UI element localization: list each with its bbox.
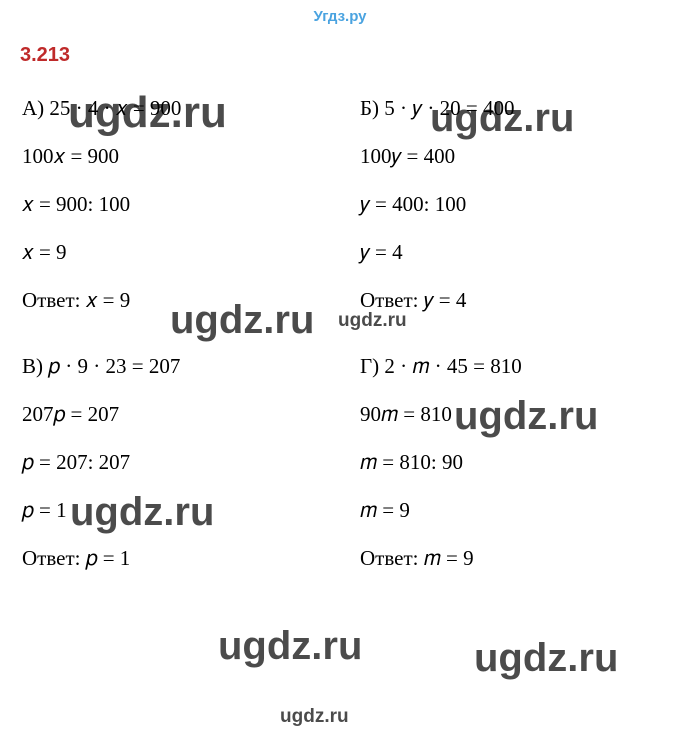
watermark-text: ugdz.ru (474, 636, 618, 681)
column-gap (22, 324, 332, 342)
column-gap (360, 324, 670, 342)
eq-a-step2: 𝑥 = 900: 100 (22, 180, 332, 228)
eq-b-label: Б) 5 · 𝑦 · 20 = 400 (360, 84, 670, 132)
eq-a-answer: Ответ: 𝑥 = 9 (22, 276, 332, 324)
eq-a-step1: 100𝑥 = 900 (22, 132, 332, 180)
eq-g-step3: 𝑚 = 9 (360, 486, 670, 534)
problem-number: 3.213 (20, 44, 70, 67)
eq-g-step2: 𝑚 = 810: 90 (360, 438, 670, 486)
page-header: Угдз.ру (0, 8, 680, 25)
eq-v-step1: 207𝑝 = 207 (22, 390, 332, 438)
eq-g-step1: 90𝑚 = 810 (360, 390, 670, 438)
column-right: Б) 5 · 𝑦 · 20 = 400 100𝑦 = 400 𝑦 = 400: … (360, 84, 670, 582)
eq-b-answer: Ответ: 𝑦 = 4 (360, 276, 670, 324)
eq-a-label: А) 25 · 4 · 𝑥 = 900 (22, 84, 332, 132)
eq-b-step2: 𝑦 = 400: 100 (360, 180, 670, 228)
column-left: А) 25 · 4 · 𝑥 = 900 100𝑥 = 900 𝑥 = 900: … (22, 84, 332, 582)
eq-v-answer: Ответ: 𝑝 = 1 (22, 534, 332, 582)
watermark-text: ugdz.ru (280, 706, 349, 728)
eq-v-label: В) 𝑝 · 9 · 23 = 207 (22, 342, 332, 390)
eq-g-answer: Ответ: 𝑚 = 9 (360, 534, 670, 582)
eq-v-step3: 𝑝 = 1 (22, 486, 332, 534)
eq-b-step1: 100𝑦 = 400 (360, 132, 670, 180)
eq-b-step3: 𝑦 = 4 (360, 228, 670, 276)
eq-v-step2: 𝑝 = 207: 207 (22, 438, 332, 486)
eq-g-label: Г) 2 · 𝑚 · 45 = 810 (360, 342, 670, 390)
watermark-text: ugdz.ru (218, 624, 362, 669)
eq-a-step3: 𝑥 = 9 (22, 228, 332, 276)
